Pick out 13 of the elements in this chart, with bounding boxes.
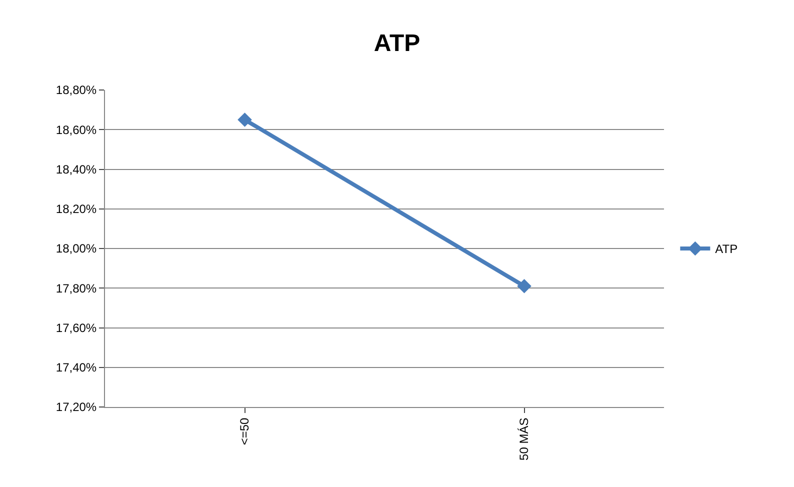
y-tick-label: 18,80% <box>56 83 97 98</box>
y-tick-label: 18,00% <box>56 242 97 256</box>
chart-title: ATP <box>374 30 420 57</box>
y-tick-label: 17,60% <box>56 320 97 335</box>
y-tick-label: 17,20% <box>56 400 97 414</box>
y-tick-label: 18,60% <box>56 122 97 137</box>
y-tick-label: 17,80% <box>56 281 97 296</box>
y-tick-label: 17,40% <box>56 360 97 375</box>
x-tick-label: 50 MÁS <box>517 418 532 460</box>
y-tick-label: 18,20% <box>56 202 97 216</box>
x-tick-label: <=50 <box>238 417 252 446</box>
legend-label: ATP <box>715 242 738 256</box>
y-tick-label: 18,40% <box>56 162 97 176</box>
